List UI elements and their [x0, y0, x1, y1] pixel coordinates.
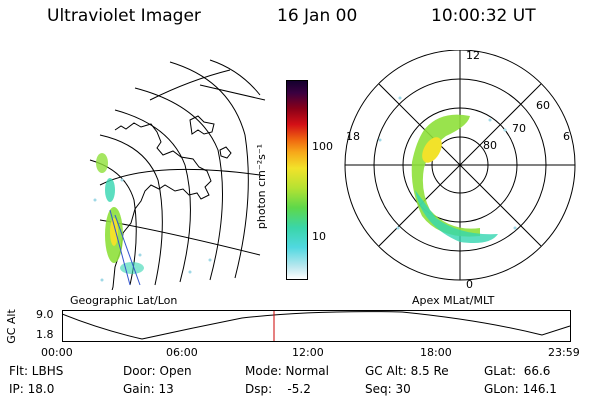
altitude-axis-label: GC Alt: [4, 309, 18, 344]
altitude-curve: [62, 311, 571, 340]
time-tick-2: 12:00: [292, 346, 324, 359]
lat-80-label: 80: [483, 139, 497, 152]
coastline-icon: [111, 122, 212, 290]
altitude-plot: [62, 310, 571, 342]
date-label: 16 Jan 00: [277, 6, 358, 26]
info-glon: GLon: 146.1: [484, 382, 557, 396]
time-tick-4: 23:59: [548, 346, 580, 359]
lat-70-label: 70: [512, 122, 526, 135]
time-tick-3: 18:00: [420, 346, 452, 359]
info-mode: Mode: Normal: [245, 364, 329, 378]
info-gain: Gain: 13: [123, 382, 174, 396]
lat-60-label: 60: [536, 99, 550, 112]
info-ip: IP: 18.0: [9, 382, 55, 396]
aurora-oval: [411, 114, 480, 237]
colorbar-tick-100: 100: [312, 140, 333, 153]
mlt-18-label: 18: [346, 130, 360, 143]
colorbar-tick-10: 10: [312, 230, 326, 243]
info-door: Door: Open: [123, 364, 192, 378]
apex-label: Apex MLat/MLT: [412, 294, 495, 307]
time-label: 10:00:32 UT: [431, 6, 536, 26]
time-tick-1: 06:00: [166, 346, 198, 359]
geographic-map: [89, 59, 266, 290]
colorbar-unit-label: photon cm⁻²s⁻¹: [255, 143, 269, 230]
mlt-12-label: 12: [466, 50, 480, 62]
info-flt: Flt: LBHS: [9, 364, 64, 378]
mlt-0-label: 0: [466, 278, 473, 290]
info-seq: Seq: 30: [365, 382, 411, 396]
info-dsp: Dsp: -5.2: [245, 382, 311, 396]
instrument-title: Ultraviolet Imager: [47, 6, 201, 26]
mlt-6-label: 6: [563, 130, 570, 143]
geographic-label: Geographic Lat/Lon: [70, 294, 178, 307]
colorbar: [286, 80, 308, 280]
polar-plot: 12 18 6 0 60 70 80: [344, 50, 576, 290]
info-glat: GLat: 66.6: [484, 364, 551, 378]
time-tick-0: 00:00: [41, 346, 73, 359]
info-gc-alt: GC Alt: 8.5 Re: [365, 364, 449, 378]
altitude-tick-9: 9.0: [36, 308, 54, 321]
altitude-tick-1: 1.8: [36, 328, 54, 341]
